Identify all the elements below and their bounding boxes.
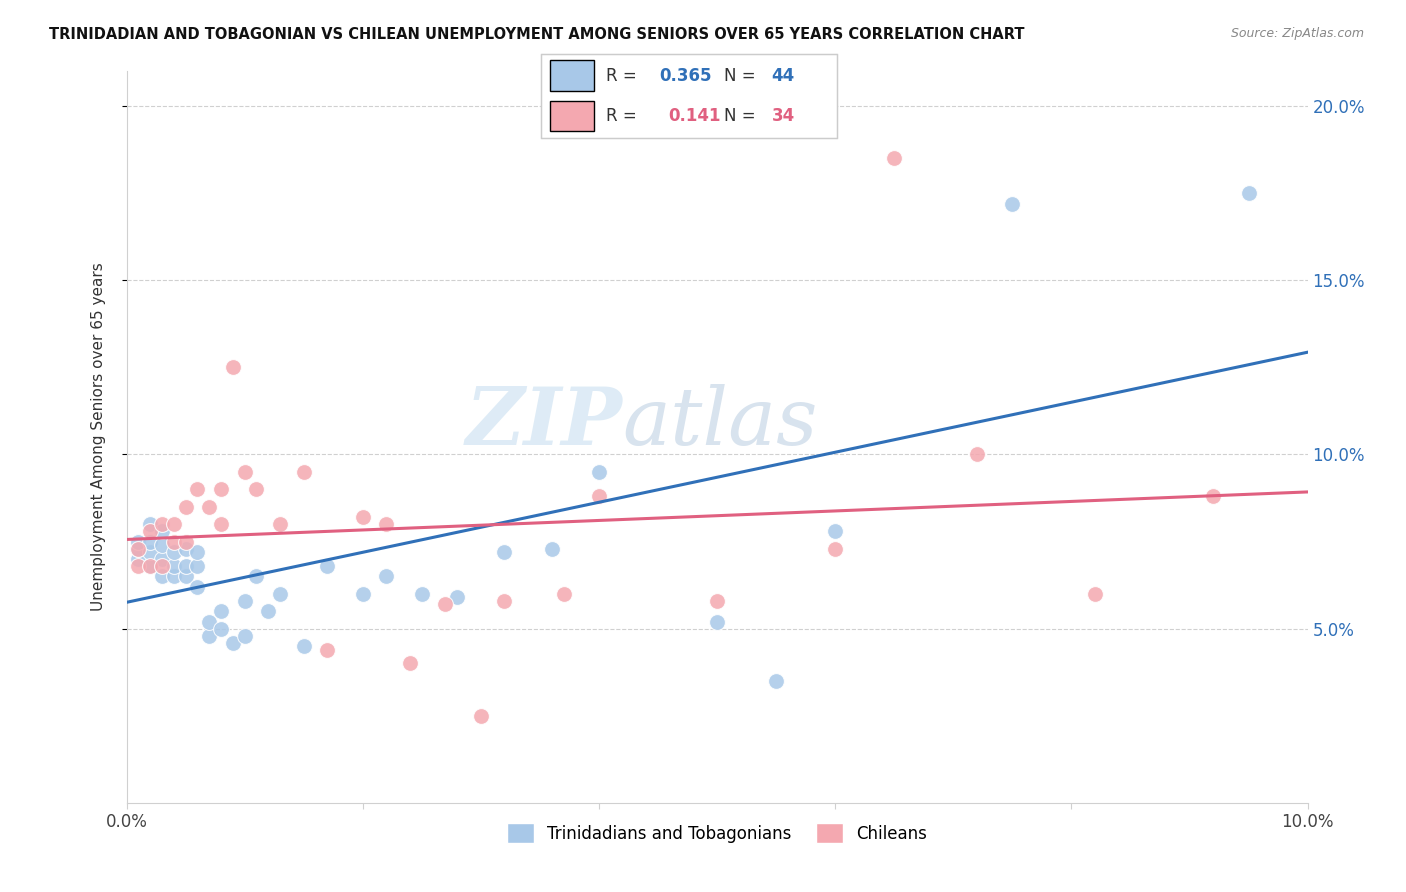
Point [494,545,516,559]
Text: atlas: atlas [623,384,818,461]
Point [245,483,267,497]
Point [765,673,787,688]
Text: N =: N = [724,107,761,125]
Point [222,360,245,375]
Point [186,580,208,594]
Point [209,604,232,618]
Point [292,639,315,653]
Point [150,538,173,552]
Point [150,552,173,566]
Point [127,534,149,549]
Point [1202,489,1225,503]
Point [163,558,186,573]
Point [257,604,280,618]
Point [966,448,988,462]
Point [127,541,149,556]
Point [163,534,186,549]
Point [706,615,728,629]
Point [446,591,468,605]
Point [233,465,256,479]
Point [1237,186,1260,201]
Point [588,489,610,503]
FancyBboxPatch shape [550,101,595,131]
Point [540,541,562,556]
Point [316,558,339,573]
Point [127,558,149,573]
Point [399,657,422,671]
Point [139,524,162,538]
Point [375,517,398,532]
Point [233,594,256,608]
Point [186,483,208,497]
Point [186,545,208,559]
Text: 0.141: 0.141 [668,107,721,125]
Point [352,510,374,524]
Point [470,708,492,723]
Text: N =: N = [724,67,761,85]
Point [292,465,315,479]
Point [139,558,162,573]
Point [1084,587,1107,601]
Point [222,635,245,649]
Point [375,569,398,583]
Point [186,558,208,573]
Point [139,558,162,573]
Legend: Trinidadians and Tobagonians, Chileans: Trinidadians and Tobagonians, Chileans [501,817,934,849]
Point [150,524,173,538]
Point [150,517,173,532]
Text: 34: 34 [772,107,794,125]
Point [494,594,516,608]
Point [163,569,186,583]
Point [352,587,374,601]
Text: R =: R = [606,67,643,85]
Text: R =: R = [606,107,648,125]
Point [150,569,173,583]
Text: TRINIDADIAN AND TOBAGONIAN VS CHILEAN UNEMPLOYMENT AMONG SENIORS OVER 65 YEARS C: TRINIDADIAN AND TOBAGONIAN VS CHILEAN UN… [49,27,1025,42]
Point [883,152,905,166]
Point [588,465,610,479]
Point [209,483,232,497]
Point [209,517,232,532]
Point [824,524,846,538]
Point [434,597,457,611]
Point [316,642,339,657]
Point [163,517,186,532]
Point [233,629,256,643]
Point [209,622,232,636]
Point [245,569,267,583]
Text: 0.365: 0.365 [659,67,711,85]
Point [1001,196,1024,211]
Point [411,587,433,601]
Point [163,545,186,559]
Point [198,615,221,629]
Text: ZIP: ZIP [465,384,623,461]
Point [174,569,197,583]
Point [139,517,162,532]
Point [706,594,728,608]
Point [127,541,149,556]
FancyBboxPatch shape [550,61,595,91]
Point [269,517,291,532]
Point [269,587,291,601]
Point [174,558,197,573]
Text: Source: ZipAtlas.com: Source: ZipAtlas.com [1230,27,1364,40]
Y-axis label: Unemployment Among Seniors over 65 years: Unemployment Among Seniors over 65 years [91,263,105,611]
Point [174,534,197,549]
Point [139,545,162,559]
Text: 44: 44 [772,67,794,85]
Point [174,541,197,556]
Point [824,541,846,556]
Point [553,587,575,601]
Point [150,558,173,573]
Point [198,629,221,643]
Point [198,500,221,514]
Point [174,500,197,514]
Point [139,534,162,549]
Point [127,552,149,566]
